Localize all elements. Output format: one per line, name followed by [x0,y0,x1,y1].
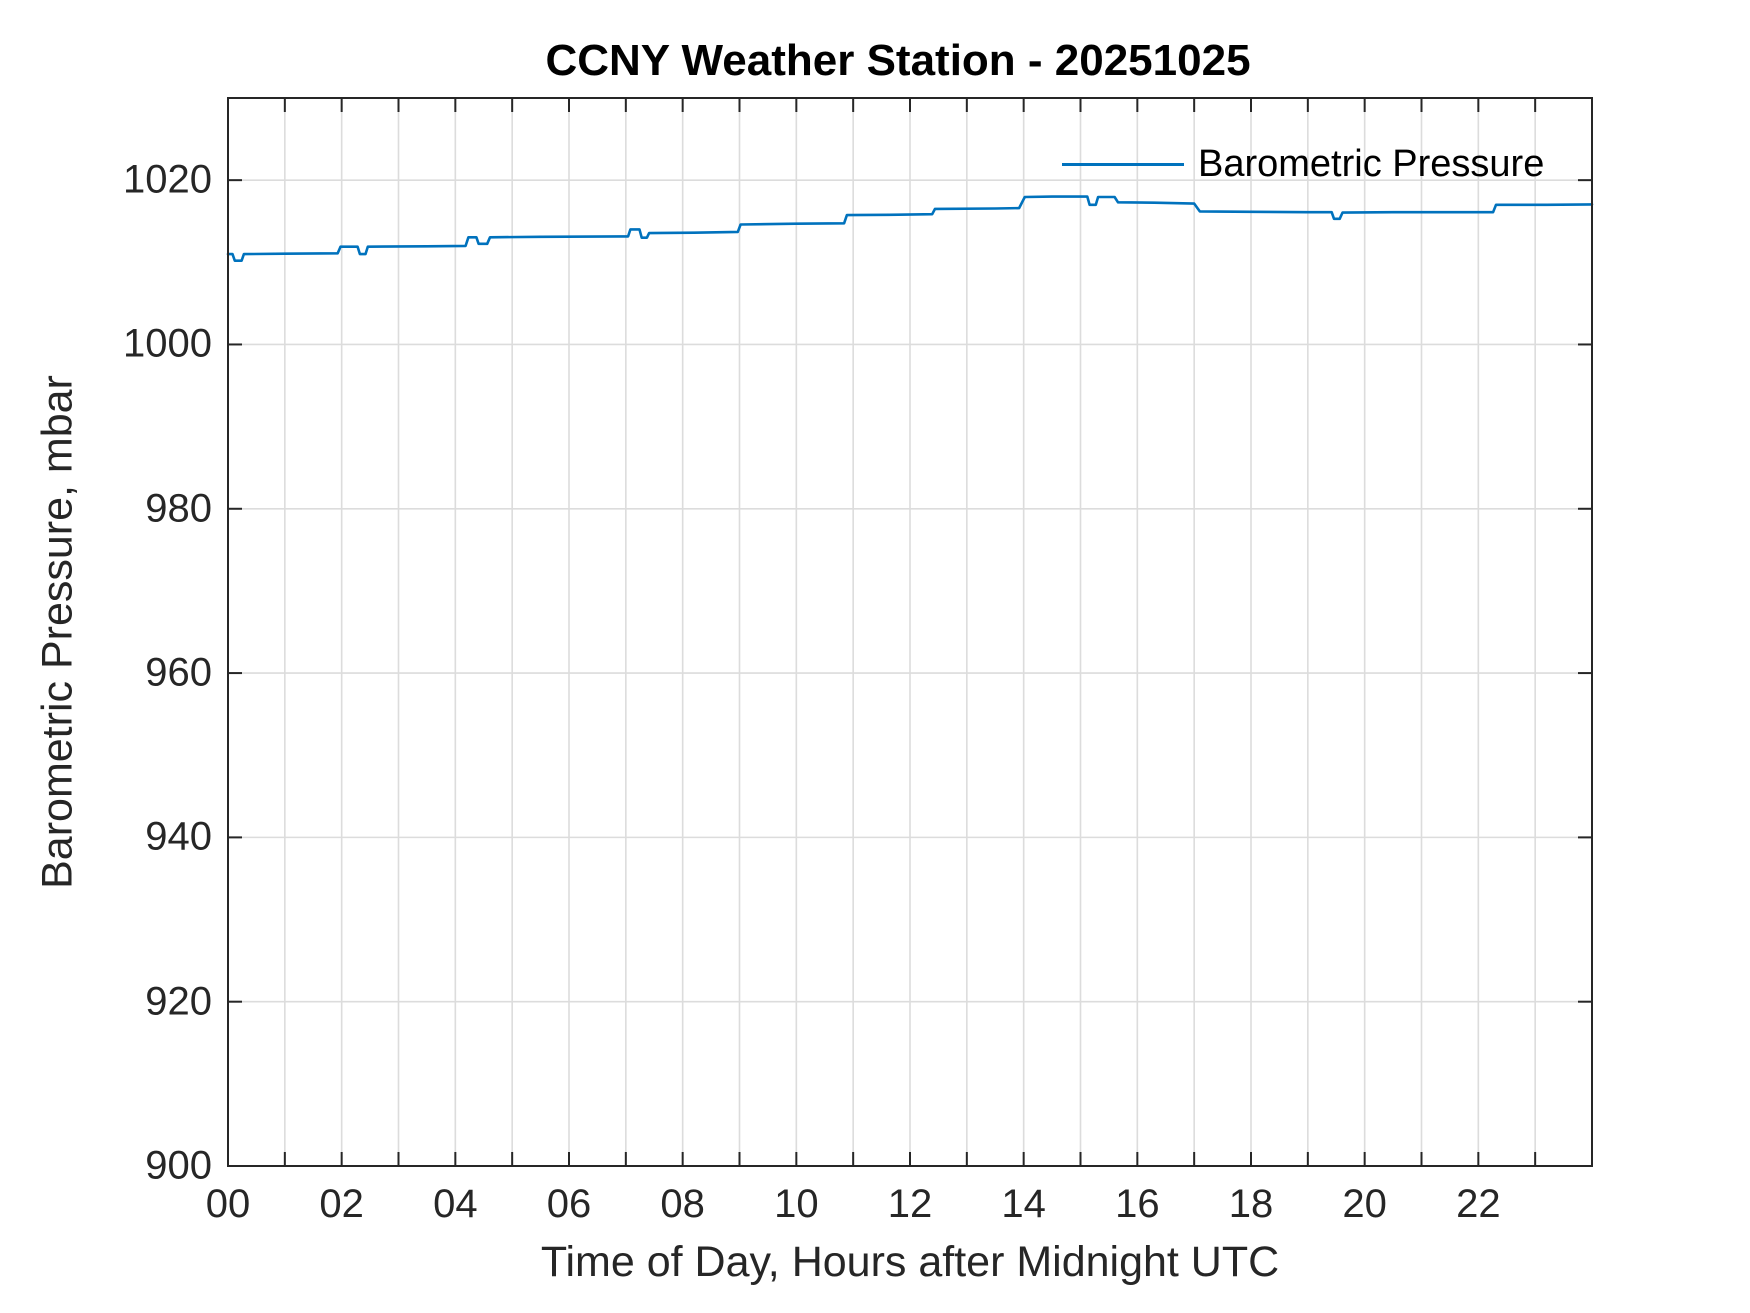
y-tick-label: 980 [145,486,212,531]
x-tick-label: 20 [1342,1182,1387,1226]
y-tick-label: 960 [145,650,212,695]
x-tick-label: 12 [887,1182,933,1226]
x-tick-label: 22 [1456,1182,1501,1226]
chart-title: CCNY Weather Station - 20251025 [545,36,1251,85]
legend: Barometric Pressure [1062,140,1544,188]
y-tick-label: 1000 [123,321,212,366]
x-tick-label: 18 [1228,1182,1274,1226]
y-tick-label: 940 [145,814,212,859]
x-tick-label: 14 [1001,1182,1046,1226]
y-tick-label: 900 [145,1143,212,1188]
x-tick-label: 06 [546,1182,592,1226]
legend-line-sample [1062,162,1184,166]
x-tick-label: 16 [1115,1182,1160,1226]
x-tick-label: 00 [205,1182,251,1226]
x-tick-label: 10 [774,1182,819,1226]
pressure-line [226,195,1594,262]
x-axis-label: Time of Day, Hours after Midnight UTC [540,1238,1280,1286]
x-tick-label: 04 [433,1182,478,1226]
legend-label: Barometric Pressure [1198,142,1545,185]
y-tick-label: 1020 [123,157,212,202]
y-tick-label: 920 [145,979,212,1024]
x-tick-label: 08 [660,1182,705,1226]
x-tick-label: 02 [319,1182,364,1226]
